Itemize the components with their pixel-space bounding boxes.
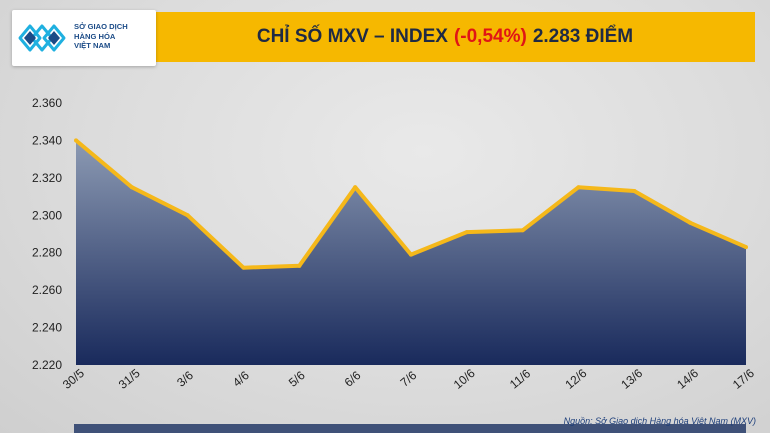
x-tick-label: 13/6 (618, 366, 645, 392)
y-tick-label: 2.360 (32, 96, 62, 110)
data-point (744, 245, 748, 250)
data-point (353, 185, 358, 190)
x-tick-label: 14/6 (674, 366, 701, 392)
x-tick-label: 30/5 (60, 366, 87, 392)
data-point (576, 185, 581, 190)
source-note: Nguồn: Sở Giao dịch Hàng hóa Việt Nam (M… (563, 416, 756, 426)
logo-line: SỞ GIAO DỊCH (74, 22, 128, 31)
title-value: 2.283 ĐIỂM (532, 26, 634, 47)
data-point (688, 220, 693, 225)
data-point (129, 185, 134, 190)
data-point (241, 265, 246, 270)
title-change: (-0,54%) (453, 26, 527, 47)
data-point (632, 188, 637, 193)
area-fill (76, 140, 746, 365)
chart-title: CHỈ SỐ MXV – INDEX (-0,54%) 2.283 ĐIỂM (150, 12, 740, 62)
y-tick-label: 2.280 (32, 246, 62, 260)
data-point (464, 230, 469, 235)
bottom-chart-preview (74, 424, 746, 433)
title-prefix: CHỈ SỐ MXV – INDEX (256, 26, 448, 47)
y-tick-label: 2.240 (32, 321, 62, 335)
logo-line: VIỆT NAM (74, 41, 111, 51)
y-tick-label: 2.300 (32, 208, 62, 222)
data-point (185, 213, 190, 218)
x-tick-label: 5/6 (286, 368, 308, 390)
y-tick-label: 2.340 (32, 133, 62, 147)
x-tick-label: 10/6 (451, 366, 478, 392)
logo: SỞ GIAO DỊCH HÀNG HÓA VIỆT NAM (12, 10, 156, 66)
y-tick-label: 2.220 (32, 358, 62, 372)
y-tick-label: 2.260 (32, 283, 62, 297)
y-axis: 2.360 2.340 2.320 2.300 2.280 2.260 2.240 2.220 (32, 96, 62, 372)
logo-text: SỞ GIAO DỊCH HÀNG HÓA VIỆT NAM (74, 22, 154, 51)
data-points (74, 138, 748, 270)
title-banner (128, 12, 755, 62)
x-tick-label: 11/6 (507, 366, 533, 391)
x-axis: 30/5 31/5 3/6 4/6 5/6 6/6 7/6 10/6 11/6 12/6 13/6 1… (60, 366, 757, 392)
data-point (74, 138, 78, 143)
x-tick-label: 3/6 (174, 368, 196, 390)
x-tick-label: 4/6 (230, 368, 252, 390)
data-point (520, 228, 525, 233)
data-point (297, 263, 302, 268)
x-tick-label: 6/6 (342, 368, 364, 390)
x-tick-label: 31/5 (116, 366, 143, 392)
data-point (409, 252, 413, 257)
x-tick-label: 7/6 (398, 368, 420, 390)
mxv-logo-icon (18, 24, 66, 52)
x-tick-label: 17/6 (730, 366, 757, 392)
y-tick-label: 2.320 (32, 171, 62, 185)
logo-line: HÀNG HÓA (74, 31, 116, 41)
x-tick-label: 12/6 (562, 366, 589, 392)
